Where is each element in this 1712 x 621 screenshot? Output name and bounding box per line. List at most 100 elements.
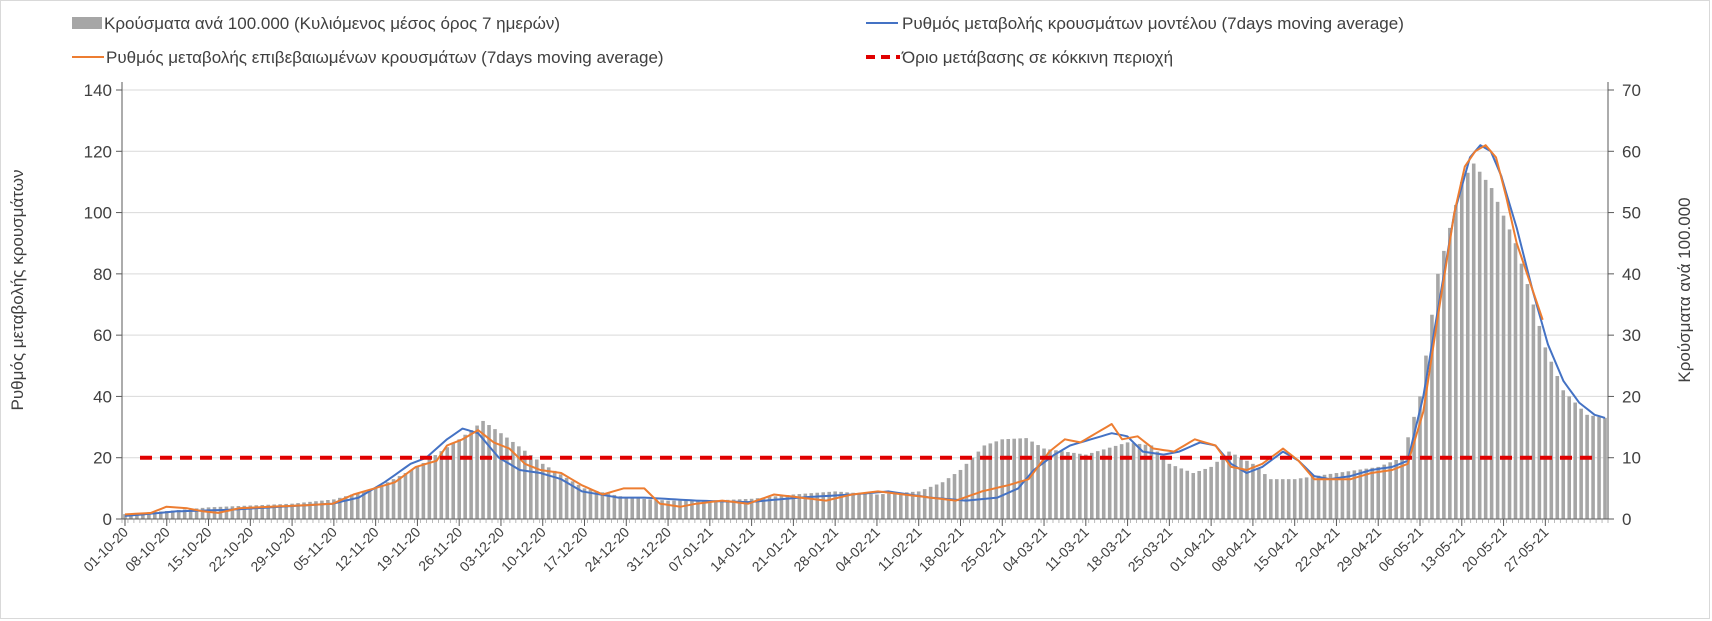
bar [266,504,271,519]
bar [1137,443,1142,519]
bar [1585,414,1589,519]
bar [737,499,742,519]
model-rate-line [124,144,1606,517]
bar [529,455,533,519]
bar [278,504,282,519]
x-tick-label: 12-11-20 [332,524,382,574]
bar [1006,439,1011,519]
bar [702,500,706,519]
bar [475,425,479,519]
bar [427,459,432,519]
x-tick-label: 10-12-20 [498,524,549,575]
bar [1155,451,1160,519]
bar [236,506,241,519]
y-right-tick-label: 40 [1622,265,1641,284]
bar [511,441,515,519]
bar [1442,250,1446,519]
bar [1197,470,1201,519]
bar [540,463,545,519]
y-right-tick-label: 20 [1622,387,1641,406]
bar [833,491,837,519]
bar [254,505,259,519]
y-left-tick-label: 40 [93,387,112,406]
x-tick-label: 08-10-20 [122,524,173,575]
bar [731,499,736,519]
y-left-axis-title: Ρυθμός μεταβολής κρουσμάτων [8,170,27,411]
x-tick-label: 01-10-20 [80,524,131,575]
bar [958,469,963,519]
bar [1454,204,1458,520]
bar [1543,347,1548,519]
bar [570,481,575,519]
bar [242,505,247,519]
bar [284,503,288,519]
bar [421,462,426,519]
bar [1310,476,1315,519]
legend-threshold-label: Όριο μετάβασης σε κόκκινη περιοχή [901,48,1173,67]
bar [176,509,181,519]
bar [755,498,760,519]
bar [1072,452,1076,519]
x-tick-label: 15-10-20 [164,524,215,575]
bar [1412,416,1416,519]
bar [451,443,456,519]
bar [391,479,396,519]
bar [433,455,438,519]
bar [666,500,670,519]
bar [1537,325,1542,519]
y-left-tick-label: 60 [93,326,112,345]
bar [123,514,127,519]
legend: Κρούσματα ανά 100.000 (Κυλιόμενος μέσος … [72,14,1404,67]
bar [1370,467,1375,519]
bar [910,491,915,519]
bar [338,497,342,519]
bar [1269,479,1273,519]
x-tick-label: 15-04-21 [1250,524,1301,575]
bar [349,494,354,519]
bar [815,492,820,519]
bar [1376,466,1381,519]
x-tick-label: 08-04-21 [1208,524,1259,575]
bar [552,470,557,519]
bar [1591,415,1595,519]
bar [899,492,903,519]
bar [439,451,444,519]
bar [409,469,414,519]
x-tick-label: 18-02-21 [916,524,967,575]
bar [1519,263,1524,519]
bar [1084,454,1088,519]
bar [194,508,199,519]
bar [326,500,330,519]
bar [904,492,909,519]
bar [1394,460,1398,519]
x-tick-label: 21-01-21 [749,524,800,575]
legend-model-label: Ρυθμός μεταβολής κρουσμάτων μοντέλου (7d… [902,14,1404,33]
x-tick-label: 28-01-21 [790,524,841,575]
bar [445,447,450,519]
bar [869,494,873,519]
x-tick-label: 17-12-20 [540,524,591,575]
bar [1328,473,1333,519]
bar [672,500,676,519]
bar [1167,463,1172,519]
bar [505,437,509,519]
bar [1185,470,1190,519]
bar [415,466,420,519]
bar [1316,475,1321,519]
bar [188,508,193,519]
bar [248,505,253,519]
bar [1489,188,1494,520]
line-series [124,144,1606,517]
bar [934,484,939,519]
y-left-tick-label: 20 [93,449,112,468]
bar [875,494,879,519]
bar [290,503,294,519]
bar [1101,449,1106,519]
bar [1089,452,1094,519]
bar [1549,361,1554,519]
bar [230,506,235,519]
x-tick-label: 06-05-21 [1375,524,1426,575]
bar [1358,469,1363,519]
x-tick-label: 13-05-21 [1417,524,1468,575]
